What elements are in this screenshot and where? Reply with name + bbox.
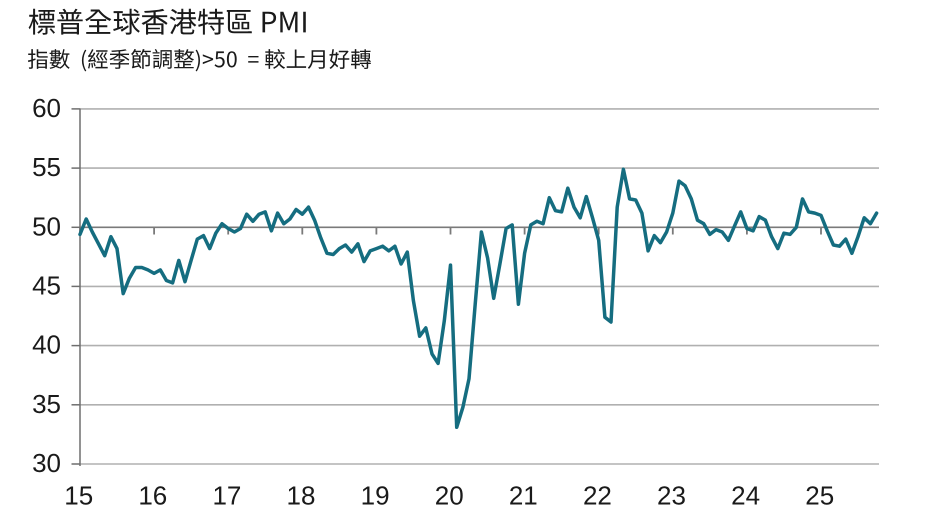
svg-text:40: 40	[32, 330, 61, 360]
svg-text:35: 35	[32, 389, 61, 419]
svg-text:19: 19	[361, 481, 390, 511]
svg-text:30: 30	[32, 448, 61, 478]
svg-text:22: 22	[583, 481, 612, 511]
svg-text:24: 24	[731, 481, 760, 511]
svg-text:15: 15	[64, 481, 93, 511]
svg-text:55: 55	[32, 152, 61, 182]
svg-text:45: 45	[32, 270, 61, 300]
svg-text:23: 23	[657, 481, 686, 511]
svg-text:17: 17	[212, 481, 241, 511]
svg-text:21: 21	[509, 481, 538, 511]
svg-text:50: 50	[32, 211, 61, 241]
svg-text:60: 60	[32, 93, 61, 123]
svg-text:18: 18	[287, 481, 316, 511]
svg-text:16: 16	[138, 481, 167, 511]
svg-text:20: 20	[435, 481, 464, 511]
svg-text:25: 25	[805, 481, 834, 511]
